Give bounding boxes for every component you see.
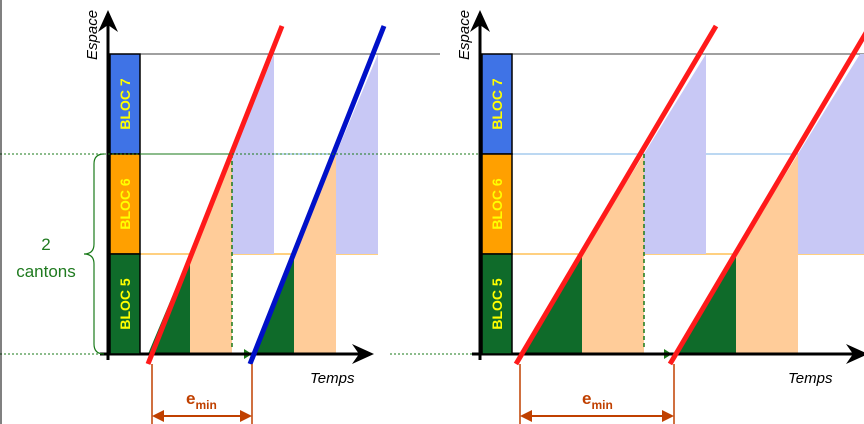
r-bloc5-rect bbox=[481, 253, 513, 355]
y-axis-arrow bbox=[98, 10, 118, 32]
occupation-bloc7-diag-train2 bbox=[336, 54, 378, 154]
r-occupation-bloc7-train2 bbox=[798, 154, 864, 254]
x-axis-arrow bbox=[352, 344, 374, 364]
r-y-axis-label: Espace bbox=[456, 10, 473, 60]
r-x-axis-arrow bbox=[846, 344, 864, 364]
cantons-brace bbox=[83, 153, 105, 355]
r-bloc7-label: BLOC 7 bbox=[489, 78, 505, 130]
r-emin-letter: e bbox=[582, 389, 591, 408]
r-emin-label: emin bbox=[582, 389, 613, 412]
emin-subscript: min bbox=[195, 398, 216, 412]
bloc6-label: BLOC 6 bbox=[117, 178, 133, 230]
r-y-axis-arrow bbox=[470, 10, 490, 32]
x-axis-label: Temps bbox=[310, 370, 355, 387]
r-occupation-bloc7-diag-train1 bbox=[644, 54, 706, 154]
r-occupation-bloc7-diag-train2 bbox=[798, 54, 864, 154]
r-bloc6-rect bbox=[481, 153, 513, 255]
train1-line bbox=[145, 25, 285, 365]
emin-label: emin bbox=[186, 389, 217, 412]
r-bloc5-label: BLOC 5 bbox=[489, 278, 505, 330]
occupation-bloc6-train2 bbox=[294, 254, 336, 354]
bloc6-rect bbox=[109, 153, 141, 255]
bloc5-label: BLOC 5 bbox=[117, 278, 133, 330]
occupation-bloc7-train2 bbox=[336, 154, 378, 254]
cantons-number: 2 bbox=[41, 235, 50, 254]
r-emin-arrow-right-head bbox=[662, 410, 674, 422]
r-occupation-bloc6-train2 bbox=[736, 254, 798, 354]
occupation-bloc7-train1 bbox=[232, 154, 274, 254]
emin-arrow-right-head bbox=[240, 410, 252, 422]
cantons-text: cantons bbox=[16, 262, 76, 281]
right-panel: BLOC 7 BLOC 6 BLOC 5 Espace Temps emin bbox=[0, 10, 864, 424]
left-panel: BLOC 7 BLOC 6 BLOC 5 Espace Temps 2 cant… bbox=[0, 10, 440, 424]
y-axis-label: Espace bbox=[84, 10, 101, 60]
r-occupation-bloc7-train1 bbox=[644, 154, 706, 254]
r-bloc6-label: BLOC 6 bbox=[489, 178, 505, 230]
occupation-bloc6-train1 bbox=[190, 254, 232, 354]
emin-letter: e bbox=[186, 389, 195, 408]
r-train1-line bbox=[513, 24, 719, 366]
emin-arrow-left-head bbox=[152, 410, 164, 422]
r-emin-subscript: min bbox=[591, 398, 612, 412]
r-x-axis-label: Temps bbox=[788, 370, 833, 387]
bloc5-rect bbox=[109, 253, 141, 355]
r-occupation-bloc6-train1 bbox=[582, 254, 644, 354]
bloc7-label: BLOC 7 bbox=[117, 78, 133, 130]
r-emin-arrow-left-head bbox=[520, 410, 532, 422]
train2-line bbox=[247, 25, 387, 365]
bloc7-rect bbox=[109, 53, 141, 155]
r-train2-line bbox=[667, 31, 864, 366]
